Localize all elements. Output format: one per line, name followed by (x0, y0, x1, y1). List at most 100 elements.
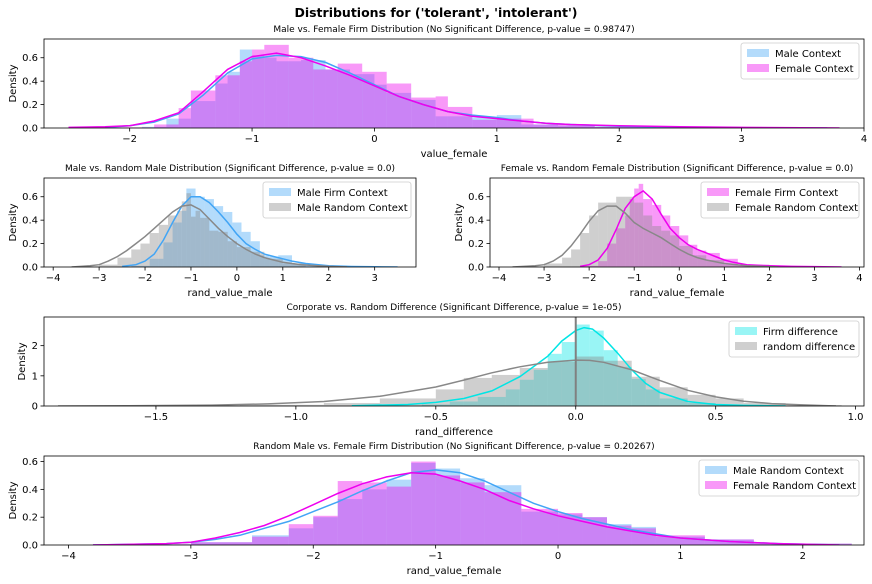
histogram-bar (643, 215, 653, 267)
histogram-bar (411, 462, 436, 545)
histogram-bar (575, 324, 590, 406)
histogram-bar (379, 398, 436, 406)
y-tick-label: 0.2 (22, 513, 38, 524)
histogram-bar (603, 350, 618, 406)
legend-swatch (747, 49, 769, 57)
histogram-bar (547, 353, 562, 406)
histogram-bar (204, 199, 214, 267)
histogram-bar (264, 57, 277, 128)
histogram-bar (460, 478, 485, 545)
histogram-female-context (68, 44, 840, 128)
y-tick-label: 2 (32, 341, 38, 352)
kde-line-female-random-context (92, 471, 840, 545)
histogram-bar (519, 367, 548, 406)
histogram-bar (163, 242, 173, 267)
histogram-bar (190, 216, 196, 267)
subplot-1: Male vs. Female Firm Distribution (No Si… (8, 25, 867, 160)
y-tick-label: 0.0 (22, 124, 38, 135)
histogram-bar (131, 249, 141, 267)
histogram-bar (301, 60, 326, 128)
histogram-bar (625, 196, 635, 267)
histogram-bar (213, 206, 224, 267)
x-tick-label: −2 (138, 273, 153, 284)
legend-label: Female Random Context (735, 203, 858, 214)
subplot-title: Male vs. Random Male Distribution (Signi… (65, 164, 395, 174)
plot-area (92, 461, 852, 545)
histogram-bar (190, 542, 253, 545)
kde-line-female-random-context (512, 205, 779, 267)
histogram-bar (472, 119, 497, 128)
legend-swatch (707, 203, 729, 211)
histogram-bar (178, 108, 191, 128)
plot-area (57, 317, 842, 406)
x-tick-label: −1.5 (144, 412, 168, 423)
histogram-bar (195, 210, 201, 267)
histogram-bar (719, 258, 738, 267)
histogram-bar (533, 124, 595, 128)
histogram-bar (679, 245, 693, 267)
legend: Female Firm Context Female Random Context (700, 181, 860, 219)
histogram-bar (603, 360, 632, 406)
histogram-bar (589, 215, 599, 267)
histogram-bar (435, 116, 473, 128)
histogram-bar (491, 374, 520, 406)
histogram-bar (149, 233, 159, 267)
histogram-bar (519, 379, 534, 406)
histogram-bar (239, 404, 324, 406)
x-tick-label: −0.5 (424, 412, 448, 423)
histogram-bar (386, 486, 412, 545)
x-tick-label: −3 (537, 273, 552, 284)
x-tick-label: 0 (676, 273, 682, 284)
y-axis-label: Density (17, 342, 28, 380)
y-axis-label: Density (454, 203, 465, 241)
y-tick-label: 0.6 (22, 192, 38, 203)
histogram-bar (313, 69, 338, 128)
histogram-bar (252, 536, 289, 545)
histogram-firm-difference (365, 324, 772, 406)
x-tick-label: 1 (280, 273, 286, 284)
histogram-bar (607, 202, 617, 267)
histogram-bar (655, 535, 705, 545)
y-tick-label: 0.6 (468, 192, 484, 203)
y-tick-label: 0.2 (22, 239, 38, 250)
histogram-bar (631, 378, 646, 406)
y-tick-label: 0.4 (22, 216, 38, 227)
axes-frame (43, 316, 865, 407)
histogram-bar (252, 535, 289, 545)
y-tick-label: 0.4 (22, 485, 38, 496)
histogram-bar (190, 90, 216, 128)
histogram-bar (533, 369, 548, 406)
histogram-bar (264, 44, 289, 128)
histogram-bar (692, 255, 707, 267)
y-tick-label: 0.2 (468, 239, 484, 250)
histogram-bar (558, 125, 595, 128)
histogram-male-context (141, 49, 656, 128)
x-tick-label: 0.0 (568, 412, 584, 423)
histogram-bar (687, 394, 716, 406)
histogram-bar (521, 124, 559, 128)
legend-frame (740, 42, 860, 80)
histogram-bar (544, 263, 563, 267)
histogram-bar (374, 84, 387, 128)
histogram-bar (643, 199, 653, 267)
histogram-bar (190, 101, 216, 128)
histogram-bar (131, 265, 150, 267)
legend-swatch (735, 327, 757, 335)
x-tick-label: 2 (766, 273, 772, 284)
kde-line-firm-difference (351, 326, 786, 406)
histogram-bar (386, 83, 412, 128)
histogram-bar (259, 255, 270, 267)
histogram-bar (575, 356, 604, 406)
histogram-bar (288, 57, 314, 128)
x-tick-label: 4 (861, 134, 867, 145)
histogram-bar (589, 330, 604, 406)
subplot-4: Corporate vs. Random Difference (Signifi… (17, 303, 865, 438)
histogram-bar (362, 489, 387, 545)
histogram-bar (215, 83, 228, 128)
legend-swatch (747, 64, 769, 72)
histogram-bar (141, 126, 167, 128)
x-tick-label: −1 (428, 551, 443, 562)
histogram-bar (140, 243, 150, 267)
histogram-bar (505, 389, 520, 406)
legend: Male Random Context Female Random Context (698, 459, 860, 497)
